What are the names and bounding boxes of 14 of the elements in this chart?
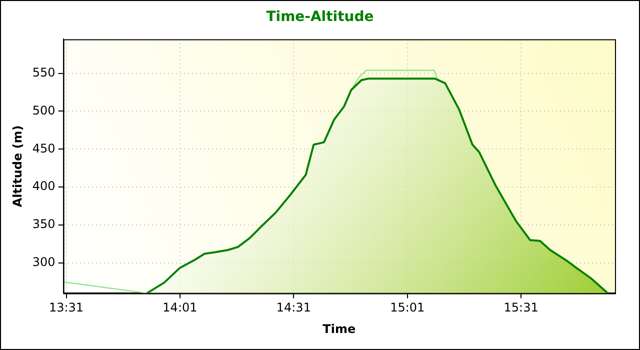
x-axis-title: Time xyxy=(322,322,356,336)
x-tick-label: 15:31 xyxy=(504,300,538,315)
x-tick-label: 13:31 xyxy=(48,300,84,315)
x-tick-label: 14:31 xyxy=(276,300,311,315)
x-tick-label: 15:01 xyxy=(390,300,425,315)
y-axis-title: Altitude (m) xyxy=(10,125,24,208)
chart-title: Time-Altitude xyxy=(265,9,375,25)
y-tick-label: 450 xyxy=(32,141,56,156)
y-tick-label: 300 xyxy=(32,254,56,269)
y-tick-label: 500 xyxy=(32,103,56,118)
y-tick-label: 350 xyxy=(32,217,56,232)
x-tick-label: 14:01 xyxy=(162,300,198,315)
y-tick-label: 550 xyxy=(32,65,56,80)
y-tick-label: 400 xyxy=(32,179,56,194)
